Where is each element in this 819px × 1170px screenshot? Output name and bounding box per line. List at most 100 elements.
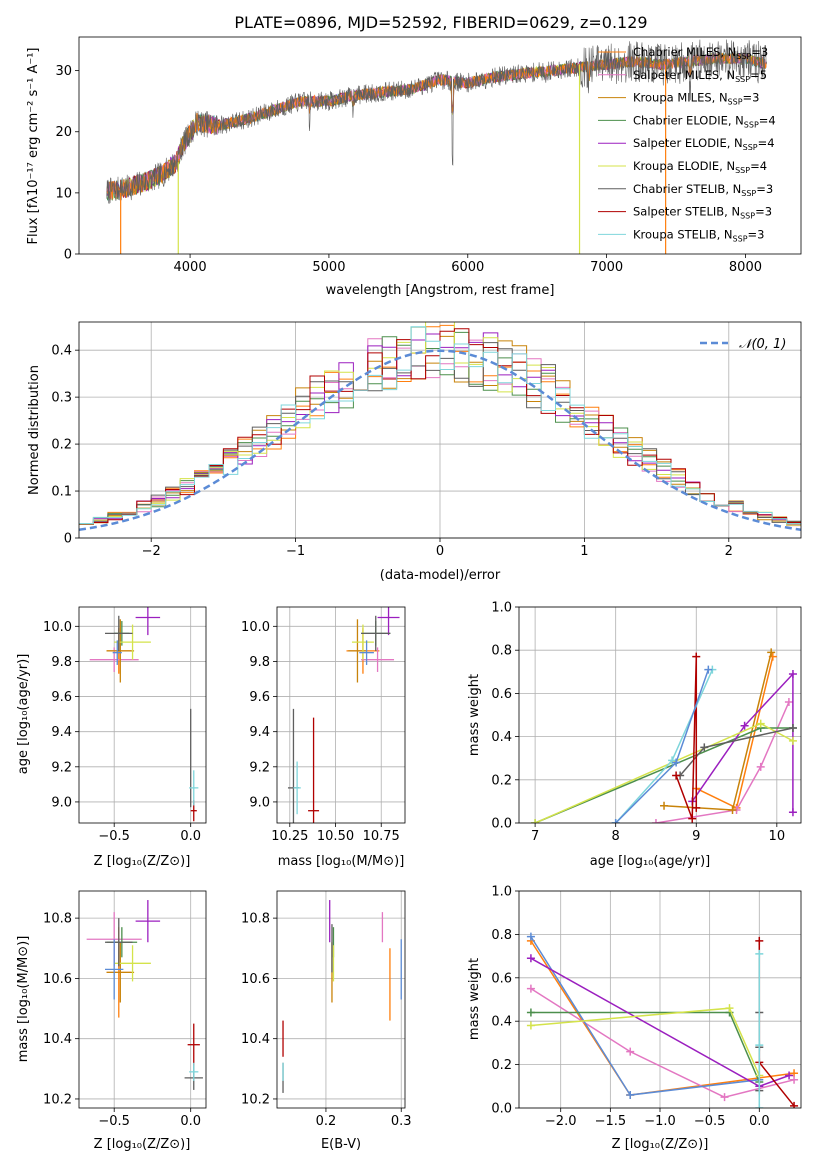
mass-weight-marker [611,819,620,823]
mass-weight-marker [660,801,669,810]
data-point [189,1062,199,1081]
residuals-xlabel: (data-model)/error [380,568,501,583]
mass_vs_ebv-tick-label-x: 0.3 [391,1114,412,1129]
mass-weight-marker [756,762,765,771]
spectrum-tick-label-y: 10 [55,186,72,201]
mass-weight-marker [788,736,797,745]
weight_vs_z-plot-area [526,932,799,1108]
residuals-tick-label-y: 0.4 [51,344,72,359]
weight_vs_z-tick-label-x: −1.5 [595,1114,627,1129]
mass_vs_z-grid [79,891,206,1108]
data-point [114,624,151,660]
residuals-ylabel: Normed distribution [27,365,42,495]
spectrum-tick-label-x: 7000 [590,260,623,275]
spectrum-tick-label-x: 5000 [312,260,345,275]
legend-label: Salpeter STELIB, NSSP=3 [633,205,772,221]
legend-label-text: Chabrier MILES, N [633,45,736,59]
mass-weight-marker [788,808,797,817]
weight_vs_age-tick-label-y: 0.2 [491,773,512,788]
weight_vs_z-frame [518,890,802,1109]
weight_vs_age-plot-area [531,648,797,823]
data-point [106,619,135,683]
legend-label: Salpeter MILES, NSSP=5 [633,68,767,84]
age_vs_z-tick-label-y: 9.6 [51,690,72,705]
mass_vs_ebv-plot-area [282,900,402,1093]
data-point [135,900,161,943]
age_vs_z-frame [78,606,207,824]
mass_vs_ebv-tick-label-y: 10.6 [241,972,270,987]
age-vs-z-xlabel: Z [log₁₀(Z/Z⊙)] [94,854,191,869]
age_vs_z-tick-label-y: 9.0 [51,795,72,810]
weight_vs_z-tick-label-x: −2.0 [545,1114,577,1129]
spectrum-ylabel: Flux [fλ10⁻¹⁷ erg cm⁻² s⁻¹ A⁻¹] [26,48,41,245]
legend-label-subscript: SSP [735,75,750,84]
age_vs_mass-tick-label-y: 10.0 [241,620,270,635]
residuals-tick-label-y: 0 [64,532,72,547]
data-point [377,607,400,636]
age_vs_mass-tick-label-y: 9.0 [249,795,270,810]
legend-label-subscript: SSP [736,52,751,61]
legend-label-tail: =3 [751,45,768,59]
mass-weight-marker [720,1093,729,1102]
mass-weight-marker [790,1101,799,1108]
residuals-tick-label-x: 2 [725,544,733,559]
data-point [361,615,391,651]
mass-weight-marker [784,698,793,707]
mass-weight-marker [688,814,697,823]
age_vs_z-tick-label-x: −0.5 [98,829,130,844]
data-point [135,607,161,636]
age_vs_mass-frame [276,606,406,824]
legend-label-text: Chabrier STELIB, N [633,182,741,196]
data-point [114,945,151,982]
weight_vs_z-tick-label-y: 0.0 [491,1102,512,1117]
mass-weight-marker [755,1041,764,1050]
legend-label-tail: =4 [750,159,767,173]
age_vs_z-tick-label-y: 9.2 [51,760,72,775]
age-vs-mass-panel: 10.25 10.50 10.75 9.0 9.2 9.4 9.6 9.8 10.0 [241,606,406,844]
legend-label-tail: =3 [743,91,760,105]
mass-vs-ebv-panel: 0.2 0.3 10.2 10.4 10.6 10.8 [241,890,412,1129]
mass_vs_z-tick-label-y: 10.2 [43,1092,72,1107]
mass-weight-marker [704,665,713,674]
weight_vs_age-tick-label-y: 1.0 [491,601,512,616]
mass_vs_z-frame [78,890,207,1109]
mass-vs-z-xlabel: Z [log₁₀(Z/Z⊙)] [94,1137,191,1152]
age_vs_z-grid [79,607,206,823]
legend-label-tail: =4 [758,136,775,150]
mass_vs_z-plot-area [86,900,203,1090]
weight_vs_z-tick-label-x: −1.0 [644,1114,676,1129]
mass_vs_z-tick-label-x: −0.5 [98,1114,130,1129]
mass-weight-marker [700,743,709,752]
mass-vs-ebv-xlabel: E(B-V) [321,1137,361,1152]
residuals-frame [78,321,802,539]
age_vs_z-tick-label-y: 9.8 [51,655,72,670]
legend-label: 𝒩(0, 1) [739,337,786,352]
weight-vs-age-ylabel: mass weight [467,674,482,756]
data-point [105,918,133,967]
mass-weight-marker [526,954,535,963]
data-point [112,640,122,665]
mass-weight-marker [692,652,701,661]
spectrum-tick-label-y: 30 [55,64,72,79]
legend-label-text: Kroupa MILES, N [633,91,728,105]
mass_vs_ebv-tick-label-y: 10.2 [241,1092,270,1107]
weight_vs_age-tick-label-y: 0.0 [491,817,512,832]
legend-label: Kroupa MILES, NSSP=3 [633,91,759,107]
legend-label-tail: =3 [748,227,765,241]
weight_vs_z-tick-label-y: 0.4 [491,1015,512,1030]
mass-weight-line [530,1007,760,1076]
data-point [293,761,301,815]
weight_vs_z-tick-label-x: −0.5 [694,1114,726,1129]
age_vs_mass-tick-label-y: 9.4 [249,725,270,740]
age-vs-z-ylabel: age [log₁₀(age/yr)] [16,654,31,775]
mass_vs_ebv-tick-label-y: 10.8 [241,912,270,927]
spectrum-tick-label-y: 0 [64,248,72,263]
weight_vs_age-tick-label-x: 10 [769,829,786,844]
data-point [187,1023,200,1066]
age_vs_mass-tick-label-y: 9.6 [249,690,270,705]
residuals-plot-area [79,322,801,532]
mass-weight-marker [526,1021,535,1030]
mass-vs-z-ylabel: mass [log₁₀(M/M⊙)] [16,936,31,1063]
mass-weight-marker [788,669,797,678]
legend-label-tail: =4 [759,113,776,127]
